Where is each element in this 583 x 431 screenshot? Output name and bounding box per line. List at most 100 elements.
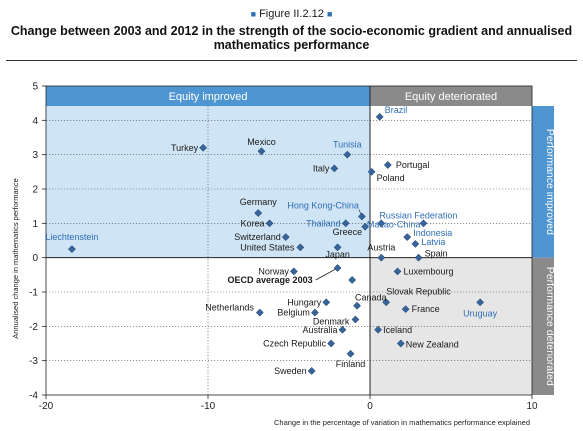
point-switzerland [281, 233, 290, 242]
label-slovak-republic: Slovak Republic [386, 286, 451, 296]
label-brazil: Brazil [385, 105, 408, 115]
x-tick-label: 0 [367, 401, 373, 412]
figure-label-square-icon: ■ [250, 9, 257, 19]
performance-improved-label: Performance improved [544, 129, 556, 235]
label-norway: Norway [258, 266, 289, 276]
point-australia [338, 325, 347, 334]
oecd-leader-line [315, 267, 338, 281]
x-axis-ticks: -20 -10 0 10 [39, 395, 538, 412]
figure-label: ■ Figure II.2.12 ■ [0, 8, 583, 20]
label-uruguay: Uruguay [463, 308, 498, 318]
point-italy [330, 164, 339, 173]
label-belgium: Belgium [277, 308, 310, 318]
point-poland [367, 167, 376, 176]
point-spain [414, 253, 423, 262]
y-tick-label: 5 [32, 82, 38, 93]
point-macao-china [419, 219, 428, 228]
label-greece: Greece [333, 227, 363, 237]
point-luxembourg [393, 267, 402, 276]
label-netherlands: Netherlands [205, 303, 254, 313]
x-tick-label: 10 [526, 401, 538, 412]
point-greece [361, 222, 370, 231]
label-luxembourg: Luxembourg [404, 266, 454, 276]
point-canada [353, 301, 361, 310]
point-germany [254, 209, 263, 217]
label-australia: Australia [302, 325, 337, 335]
label-new-zealand: New Zealand [406, 340, 459, 350]
performance-deteriorated-band [532, 257, 554, 395]
label-portugal: Portugal [396, 160, 430, 170]
label-mexico: Mexico [247, 137, 276, 147]
point-sweden [307, 367, 316, 375]
label-sweden: Sweden [274, 366, 307, 376]
label-hong-kong-china: Hong Kong-China [287, 200, 359, 210]
label-italy: Italy [313, 163, 330, 173]
point-belgium [310, 308, 319, 317]
label-united-states: United States [240, 242, 295, 252]
label-poland: Poland [377, 173, 405, 183]
performance-deteriorated-label: Performance deteriorated [544, 267, 556, 386]
y-tick-label: -3 [29, 356, 38, 367]
label-turkey: Turkey [171, 143, 199, 153]
equity-deteriorated-label: Equity deteriorated [405, 91, 497, 103]
point-austria [377, 253, 386, 262]
point-brazil [375, 112, 384, 121]
y-tick-label: 1 [32, 219, 38, 230]
point-netherlands [255, 308, 264, 317]
y-tick-label: 3 [32, 150, 38, 161]
point-indonesia [403, 233, 412, 242]
label-thailand: Thailand [306, 218, 341, 228]
y-axis-ticks: -4 -3 -2 -1 0 1 2 3 4 5 [29, 82, 46, 402]
point-portugal [383, 161, 392, 169]
label-germany: Germany [240, 197, 278, 207]
point-uruguay [476, 298, 485, 307]
label-russian-federation: Russian Federation [379, 210, 457, 220]
label-indonesia: Indonesia [413, 228, 452, 238]
label-latvia: Latvia [421, 237, 445, 247]
label-iceland: Iceland [383, 325, 412, 335]
title-divider [6, 60, 577, 61]
figure-label-text: Figure II.2.12 [259, 8, 324, 20]
point-tunisia [343, 150, 352, 159]
point-united-states [296, 243, 305, 252]
point-czech-republic [327, 339, 336, 348]
label-tunisia: Tunisia [333, 140, 362, 150]
label-france: France [412, 304, 440, 314]
point-hong-kong-china [357, 212, 366, 221]
x-tick-label: -20 [39, 401, 54, 412]
x-axis-label: Change in the percentage of variation in… [274, 418, 530, 427]
label-japan: Japan [325, 249, 350, 259]
point-korea [265, 219, 274, 228]
label-macao-china: Macao-China [367, 219, 421, 229]
label-hungary: Hungary [287, 297, 322, 307]
y-axis-label: Annualised change in mathematics perform… [11, 178, 20, 339]
point-finland [346, 349, 355, 358]
data-points [67, 112, 485, 375]
point-france [401, 305, 410, 314]
equity-deteriorated-band [370, 86, 532, 106]
data-labels: Brazil Turkey Mexico Tunisia Portugal Italy Po… [45, 105, 497, 376]
point-new-zealand [396, 339, 405, 348]
equity-improved-band [46, 86, 370, 106]
label-switzerland: Switzerland [234, 232, 281, 242]
point-unlabeled [348, 276, 357, 284]
chart-title-text: Change between 2003 and 2012 in the stre… [10, 24, 573, 52]
performance-improved-band [532, 106, 554, 258]
y-tick-label: -2 [29, 322, 38, 333]
figure-label-square-icon: ■ [326, 9, 333, 19]
plot-frame [45, 85, 533, 396]
point-liechtenstein [67, 245, 76, 254]
figure-header: ■ Figure II.2.12 ■ Change between 2003 a… [0, 8, 583, 52]
label-spain: Spain [425, 249, 448, 259]
label-finland: Finland [336, 359, 366, 369]
label-czech-republic: Czech Republic [263, 339, 327, 349]
y-tick-label: 2 [32, 185, 38, 196]
y-tick-label: 4 [32, 116, 38, 127]
y-tick-label: 0 [32, 253, 38, 264]
label-korea: Korea [241, 218, 265, 228]
equity-improved-label: Equity improved [169, 91, 248, 103]
label-oecd-average-2003: OECD average 2003 [228, 275, 313, 285]
label-denmark: Denmark [313, 316, 350, 326]
point-mexico [257, 147, 266, 156]
